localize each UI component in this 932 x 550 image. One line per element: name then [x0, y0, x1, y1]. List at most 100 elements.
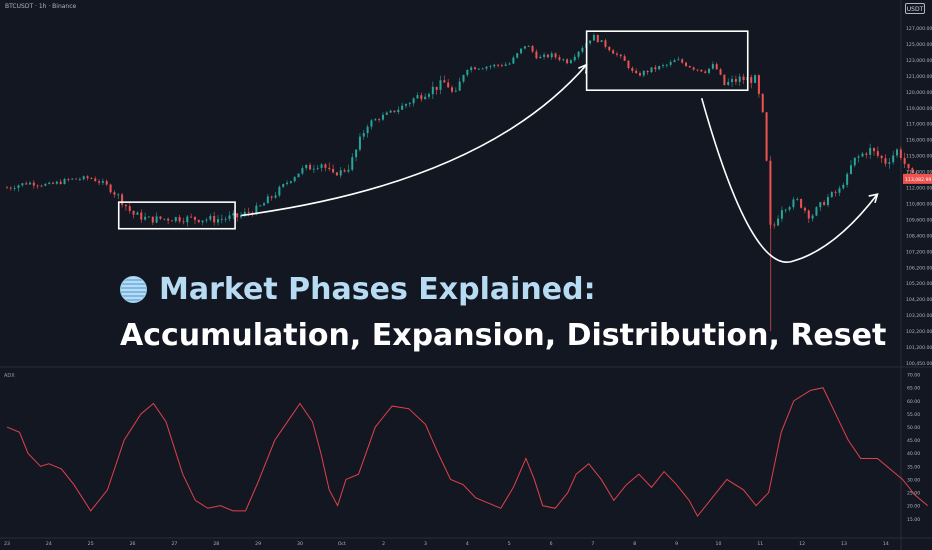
candle-body — [734, 79, 737, 82]
candle-body — [819, 202, 822, 208]
candle-body — [481, 68, 484, 70]
candle-body — [240, 214, 243, 218]
candle-body — [880, 155, 883, 159]
expansion-arrow — [241, 64, 588, 217]
candle-body — [266, 196, 269, 204]
time-axis: 23 24 25 26 27 28 29 30 Oct 2 3 4 5 6 7 8 9 10 11 12 13 14 — [4, 541, 889, 547]
candle-body — [520, 48, 523, 54]
candle-body — [224, 218, 227, 220]
candle-body — [550, 53, 553, 58]
candle-body — [397, 109, 400, 113]
candle-body — [82, 176, 85, 180]
time-tick-label: 14 — [883, 541, 889, 547]
candle-body — [36, 185, 39, 187]
candle-body — [842, 184, 845, 189]
candle-body — [669, 62, 672, 65]
candle-body — [531, 46, 534, 52]
price-tick-label: 103,200.00 — [906, 313, 932, 319]
candle-body — [90, 178, 93, 180]
current-price-label: 113,082.99 — [905, 177, 931, 183]
candle-body — [638, 73, 641, 76]
time-tick-label: 9 — [675, 541, 678, 547]
candle-body — [892, 155, 895, 163]
candle-body — [420, 95, 423, 100]
candle-body — [631, 68, 634, 71]
candle-body — [136, 212, 139, 215]
expansion-arrow-head — [578, 63, 588, 74]
candle-body — [343, 170, 346, 172]
candle-body — [355, 149, 358, 158]
adx-tick-label: 30.00 — [907, 477, 920, 483]
candle-body — [71, 178, 74, 180]
candle-body — [147, 216, 150, 218]
time-tick-label: 12 — [799, 541, 805, 547]
candle-body — [504, 64, 507, 66]
candle-body — [673, 60, 676, 63]
price-tick-label: 112,000.00 — [906, 186, 932, 192]
candle-body — [623, 56, 626, 61]
candle-body — [117, 194, 120, 196]
candle-body — [385, 112, 388, 115]
candle-body — [182, 221, 185, 223]
candle-body — [711, 64, 714, 69]
candle-body — [911, 168, 914, 174]
current-price-tag — [903, 173, 932, 184]
candle-body — [627, 60, 630, 69]
candle-body — [9, 187, 12, 189]
candle-body — [876, 151, 879, 156]
price-tick-label: 105,200.00 — [906, 281, 932, 287]
candle-body — [274, 195, 277, 198]
time-tick-label: 7 — [591, 541, 594, 547]
candle-body — [654, 67, 657, 70]
candle-body — [780, 210, 783, 219]
adx-axis: 70.00 65.00 60.00 55.00 50.00 45.00 40.00 35.00… — [907, 373, 920, 523]
price-tick-label: 125,000.00 — [906, 42, 932, 48]
candle-body — [838, 188, 841, 193]
candle-body — [765, 112, 768, 161]
price-tick-label: 119,000.00 — [906, 106, 932, 112]
price-tick-label: 114,000.00 — [906, 170, 932, 176]
candle-body — [78, 179, 81, 180]
candle-body — [94, 178, 97, 182]
candle-body — [769, 160, 772, 225]
candle-body — [884, 158, 887, 164]
candle-body — [55, 181, 58, 184]
candle-body — [723, 74, 726, 85]
candle-body — [604, 40, 607, 47]
candle-body — [642, 70, 645, 76]
candle-body — [474, 67, 477, 70]
candle-body — [708, 68, 711, 73]
candle-body — [719, 69, 722, 75]
candle-body — [205, 219, 208, 221]
candle-body — [163, 218, 166, 220]
candle-body — [401, 105, 404, 110]
time-tick-label: 11 — [757, 541, 763, 547]
candle-body — [309, 164, 312, 170]
adx-tick-label: 35.00 — [907, 464, 920, 470]
candle-body — [374, 119, 377, 121]
candle-body — [389, 110, 392, 113]
candle-body — [151, 216, 154, 223]
candle-body — [696, 69, 699, 71]
candle-body — [109, 184, 112, 193]
candle-body — [201, 220, 204, 223]
adx-tick-label: 25.00 — [907, 491, 920, 497]
candle-body — [543, 54, 546, 57]
candle-body — [861, 153, 864, 157]
distribution-box — [585, 30, 749, 92]
candle-body — [800, 198, 803, 208]
candle-body — [140, 212, 143, 220]
price-tick-label: 108,400.00 — [906, 233, 932, 239]
candle-body — [48, 182, 51, 184]
time-tick-label: 10 — [716, 541, 722, 547]
time-tick-label: 2 — [382, 541, 385, 547]
candle-body — [312, 168, 315, 170]
currency-button[interactable]: USDT — [905, 3, 925, 14]
candle-body — [562, 59, 565, 61]
price-tick-label: 121,000.00 — [906, 74, 932, 80]
candle-body — [849, 165, 852, 175]
symbol-label: BTCUSDT · 1h · Binance — [5, 3, 77, 10]
candle-body — [263, 203, 266, 206]
candle-body — [370, 120, 373, 127]
candle-body — [784, 209, 787, 211]
